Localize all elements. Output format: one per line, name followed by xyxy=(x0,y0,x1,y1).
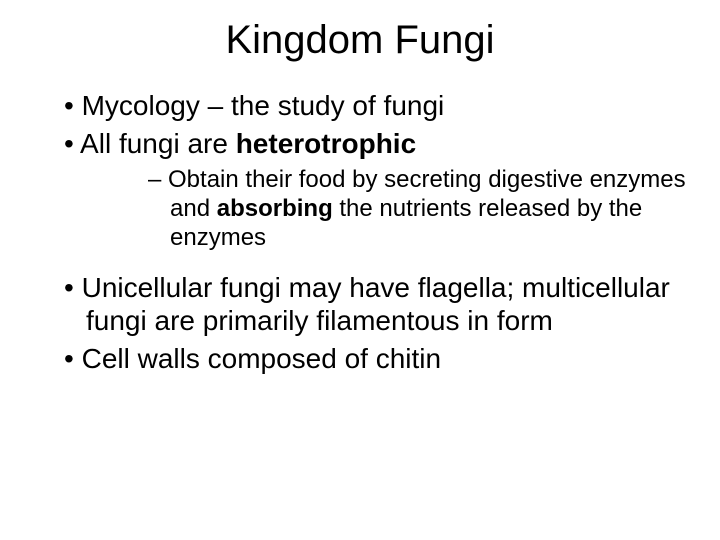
bullet-list: Mycology – the study of fungi All fungi … xyxy=(30,89,690,375)
bullet-item: All fungi are heterotrophic Obtain their… xyxy=(30,127,690,253)
sub-bullet-list: Obtain their food by secreting digestive… xyxy=(86,166,690,252)
bullet-item: Unicellular fungi may have flagella; mul… xyxy=(30,271,690,338)
bullet-text: Mycology xyxy=(82,90,208,121)
bullet-text-bold: absorbing xyxy=(217,195,340,222)
sub-bullet-item: Obtain their food by secreting digestive… xyxy=(86,166,690,252)
bullet-text: Cell walls composed of chitin xyxy=(82,343,442,374)
bullet-text: Unicellular fungi may have flagella; mul… xyxy=(82,272,670,337)
bullet-text: – xyxy=(208,90,231,121)
bullet-item: Cell walls composed of chitin xyxy=(30,342,690,376)
bullet-text: All fungi are xyxy=(80,128,236,159)
bullet-item: Mycology – the study of fungi xyxy=(30,89,690,123)
bullet-text: the study of fungi xyxy=(231,90,444,121)
bullet-text-bold: heterotrophic xyxy=(236,128,416,159)
slide-title: Kingdom Fungi xyxy=(30,18,690,63)
